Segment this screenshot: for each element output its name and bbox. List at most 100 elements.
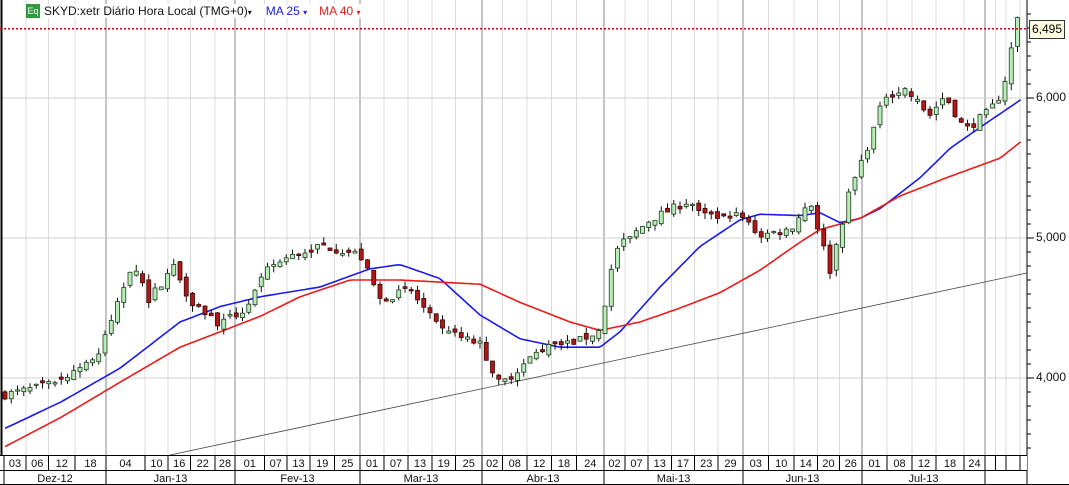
candle-body [727,215,733,219]
candle-up [865,147,870,163]
candle-body [152,287,158,301]
candle-body [640,226,645,234]
x-tick-label: 25 [341,458,353,470]
candle-up [158,286,164,291]
candle-body [871,126,877,150]
candle-body [796,217,802,233]
candle-body [783,228,789,236]
candle-body [465,336,470,340]
candle-body [402,286,408,289]
candle-up [627,236,633,244]
x-tick-label: 07 [270,458,282,470]
candle-body [2,391,8,400]
x-tick-label: 23 [700,458,712,470]
candle-up [8,389,14,404]
x-tick-label: 26 [845,458,857,470]
candle-body [52,382,58,385]
candle-body [633,230,639,238]
x-tick-label: 13 [292,458,304,470]
candle-down [496,373,502,386]
candle-body [171,264,177,276]
candle-body [921,100,927,111]
x-tick-label: 29 [724,458,736,470]
ma40-line [4,141,1022,448]
candle-down [377,281,383,305]
candle-body [1015,17,1020,47]
candle-body [302,252,308,258]
candle-body [840,223,845,248]
y-tick-label: 4,000 [1036,370,1067,384]
candle-up [990,98,995,109]
candle-down [508,373,514,384]
candle-body [246,303,252,313]
ma40-selector[interactable]: MA 40 ▾ [319,4,360,18]
candle-up [852,176,858,196]
candle-up [658,206,664,226]
candle-body [202,305,208,316]
candle-up [1015,16,1020,52]
grid [0,0,1027,455]
candle-down [296,252,302,261]
candle-up [808,204,814,214]
symbol-selector[interactable]: SKYD:xetr Diário Hora Local (TMG+0)▾ [44,4,252,18]
candle-up [690,202,695,212]
candle-up [596,328,602,342]
candle-up [71,364,77,380]
x-tick-label: 10 [775,458,787,470]
candle-body [821,228,827,247]
equity-badge: Eq [26,4,40,18]
candle-body [296,253,302,257]
candle-body [1002,81,1008,102]
candle-up [33,383,39,389]
dropdown-icon: ▾ [356,8,361,17]
candle-body [240,312,245,318]
candle-body [46,381,52,385]
candle-up [102,330,108,357]
candle-body [958,118,964,123]
candle-body [765,232,770,239]
candle-up [802,202,808,223]
candle-body [327,247,333,251]
chart-legend: Eq SKYD:xetr Diário Hora Local (TMG+0)▾ … [26,4,361,18]
candle-down [433,313,439,324]
candle-body [933,106,939,115]
candle-up [477,336,483,349]
candle-up [21,385,27,397]
candle-body [308,249,314,253]
candle-up [290,249,295,260]
candle-body [408,289,414,292]
candle-body [483,341,489,361]
candle-up [152,283,158,302]
candle-up [527,356,533,364]
candle-body [571,338,577,345]
candle-body [677,205,683,210]
x-tick-label: 06 [31,458,43,470]
candle-down [758,228,764,243]
ma25-label: MA 25 [265,4,300,18]
candle-body [8,391,14,400]
x-tick-label: 12 [56,458,68,470]
candle-body [477,340,483,344]
candle-body [590,335,595,342]
candle-up [640,226,645,234]
month-label: Jul-13 [909,473,939,485]
candle-body [752,220,758,233]
candle-down [402,281,408,293]
candle-body [358,248,364,261]
ma25-selector[interactable]: MA 25 ▾ [266,4,307,18]
x-tick-label: 13 [654,458,666,470]
candle-up [833,242,839,277]
candle-body [277,261,283,268]
candle-up [915,95,920,105]
candle-up [771,230,777,235]
candle-body [177,261,183,281]
candle-body [77,366,83,373]
x-tick-label: 01 [868,458,880,470]
candle-down [58,372,64,385]
candle-down [927,105,933,119]
candle-body [227,314,233,317]
candle-body [508,376,514,380]
candle-body [658,210,664,225]
candle-body [952,99,958,118]
